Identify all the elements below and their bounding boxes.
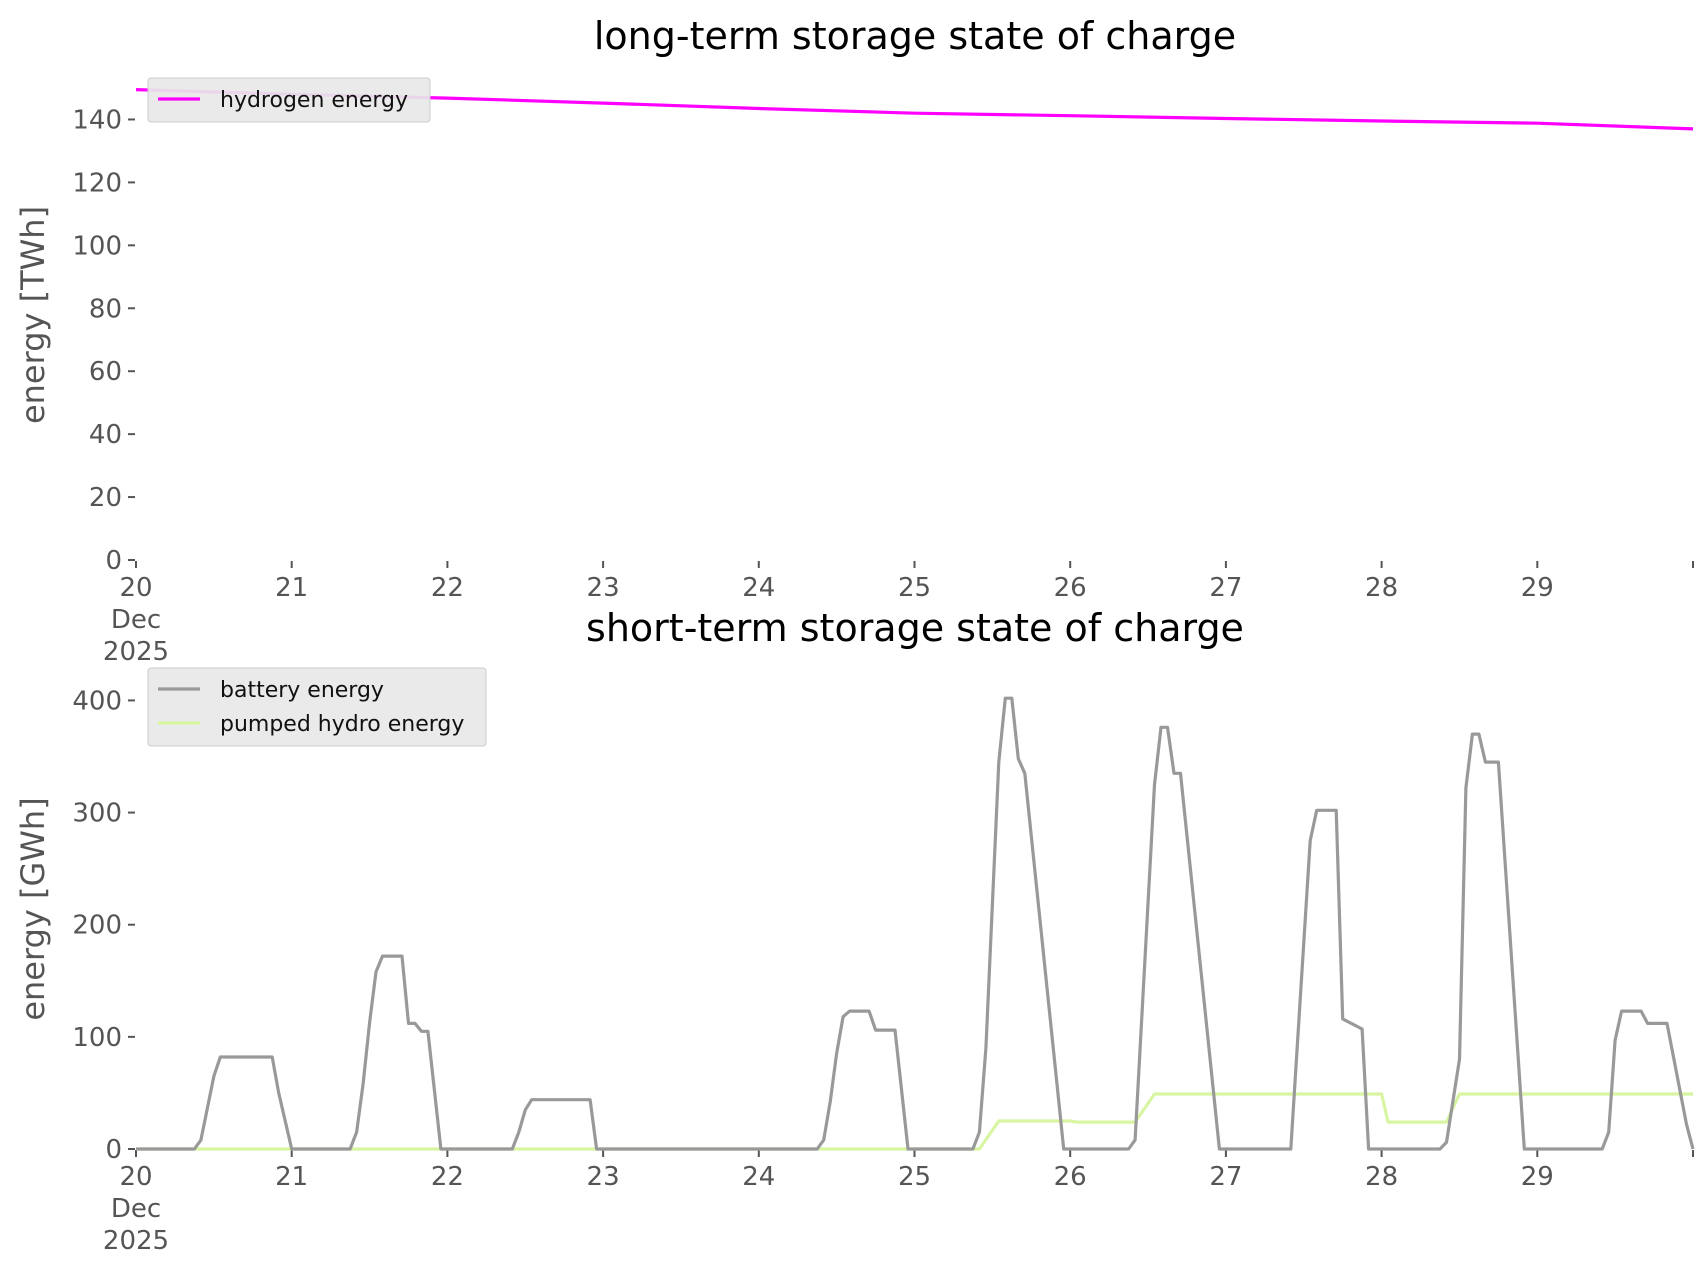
y-tick-label: 400 (72, 686, 122, 716)
x-axis: 20 Dec 2025 21 22 23 24 25 26 27 28 29 (103, 1150, 1694, 1256)
y-tick-label: 120 (72, 168, 122, 198)
x-tick-label-line: 25 (898, 1162, 931, 1192)
x-tick-label-line: 24 (742, 1162, 775, 1192)
x-tick-label: 27 (1209, 1162, 1242, 1192)
y-tick-label: 100 (72, 231, 122, 261)
x-tick-label-line: 2025 (103, 1226, 169, 1256)
x-tick-label-line: 27 (1209, 573, 1242, 603)
legend-label: battery energy (220, 678, 384, 703)
x-tick-label: 24 (742, 1162, 775, 1192)
x-tick-label: 22 (431, 573, 464, 603)
x-tick-label-line: 28 (1365, 573, 1398, 603)
y-tick-label: 20 (89, 483, 122, 513)
x-tick-label: 23 (587, 1162, 620, 1192)
x-tick-label-line: 26 (1054, 1162, 1087, 1192)
x-tick-label-line: 26 (1054, 573, 1087, 603)
x-tick-label-line: 20 (119, 573, 152, 603)
x-tick-label-line: 28 (1365, 1162, 1398, 1192)
y-tick-label: 80 (89, 294, 122, 324)
x-tick-label-line: 21 (275, 573, 308, 603)
chart-title: short-term storage state of charge (586, 606, 1244, 650)
y-tick-label: 100 (72, 1023, 122, 1053)
x-tick-label: 29 (1521, 573, 1554, 603)
legend-box (147, 77, 431, 123)
y-tick-label: 0 (105, 546, 122, 576)
x-tick-label-line: 23 (587, 1162, 620, 1192)
series-line (136, 696, 1695, 1151)
y-axis-label: energy [GWh] (14, 797, 52, 1020)
x-tick-label-line: 29 (1521, 1162, 1554, 1192)
x-tick-label-line: 22 (431, 1162, 464, 1192)
x-tick-label-line: 25 (898, 573, 931, 603)
y-tick-label: 60 (89, 357, 122, 387)
x-tick-label: 21 (275, 1162, 308, 1192)
y-tick-label: 200 (72, 911, 122, 941)
legend-label: pumped hydro energy (220, 712, 464, 737)
chart-title: long-term storage state of charge (594, 14, 1236, 58)
x-tick-label-line: 22 (431, 573, 464, 603)
x-tick-label: 22 (431, 1162, 464, 1192)
x-tick-label-line: 29 (1521, 573, 1554, 603)
x-tick-label: 26 (1054, 1162, 1087, 1192)
long-term-storage-chart: long-term storage state of charge energy… (14, 14, 1694, 667)
x-tick-label: 28 (1365, 573, 1398, 603)
y-tick-label: 140 (72, 105, 122, 135)
x-tick-label-line: 23 (587, 573, 620, 603)
series-layer (136, 696, 1695, 1151)
y-tick-label: 300 (72, 799, 122, 829)
x-tick-label: 26 (1054, 573, 1087, 603)
x-tick-label: 24 (742, 573, 775, 603)
x-tick-label: 29 (1521, 1162, 1554, 1192)
x-tick-label-line: 20 (119, 1162, 152, 1192)
x-tick-label-line: Dec (111, 605, 161, 635)
x-axis: 20 Dec 2025 21 22 23 24 25 26 27 28 29 (103, 561, 1694, 667)
x-tick-label: 25 (898, 573, 931, 603)
x-tick-label: 20 Dec 2025 (103, 1162, 169, 1256)
y-axis: 0 20 40 60 80 100 120 140 (72, 105, 135, 576)
x-tick-label: 28 (1365, 1162, 1398, 1192)
legend-label: hydrogen energy (220, 88, 408, 113)
x-tick-label-line: 27 (1209, 1162, 1242, 1192)
y-axis-label: energy [TWh] (14, 206, 52, 424)
x-tick-label-line: 2025 (103, 637, 169, 667)
series-line (136, 1092, 1693, 1151)
x-tick-label: 23 (587, 573, 620, 603)
legend-box (147, 667, 487, 747)
y-tick-label: 0 (105, 1135, 122, 1165)
y-tick-label: 40 (89, 420, 122, 450)
x-tick-label: 21 (275, 573, 308, 603)
legend: hydrogen energy (147, 77, 431, 123)
x-tick-label: 27 (1209, 573, 1242, 603)
x-tick-label-line: 24 (742, 573, 775, 603)
x-tick-label: 25 (898, 1162, 931, 1192)
x-tick-label: 20 Dec 2025 (103, 573, 169, 667)
x-tick-label-line: 21 (275, 1162, 308, 1192)
y-axis: 0 100 200 300 400 (72, 686, 135, 1165)
x-tick-label-line: Dec (111, 1194, 161, 1224)
short-term-storage-chart: short-term storage state of charge energ… (14, 606, 1695, 1256)
legend: battery energy pumped hydro energy (147, 667, 487, 747)
